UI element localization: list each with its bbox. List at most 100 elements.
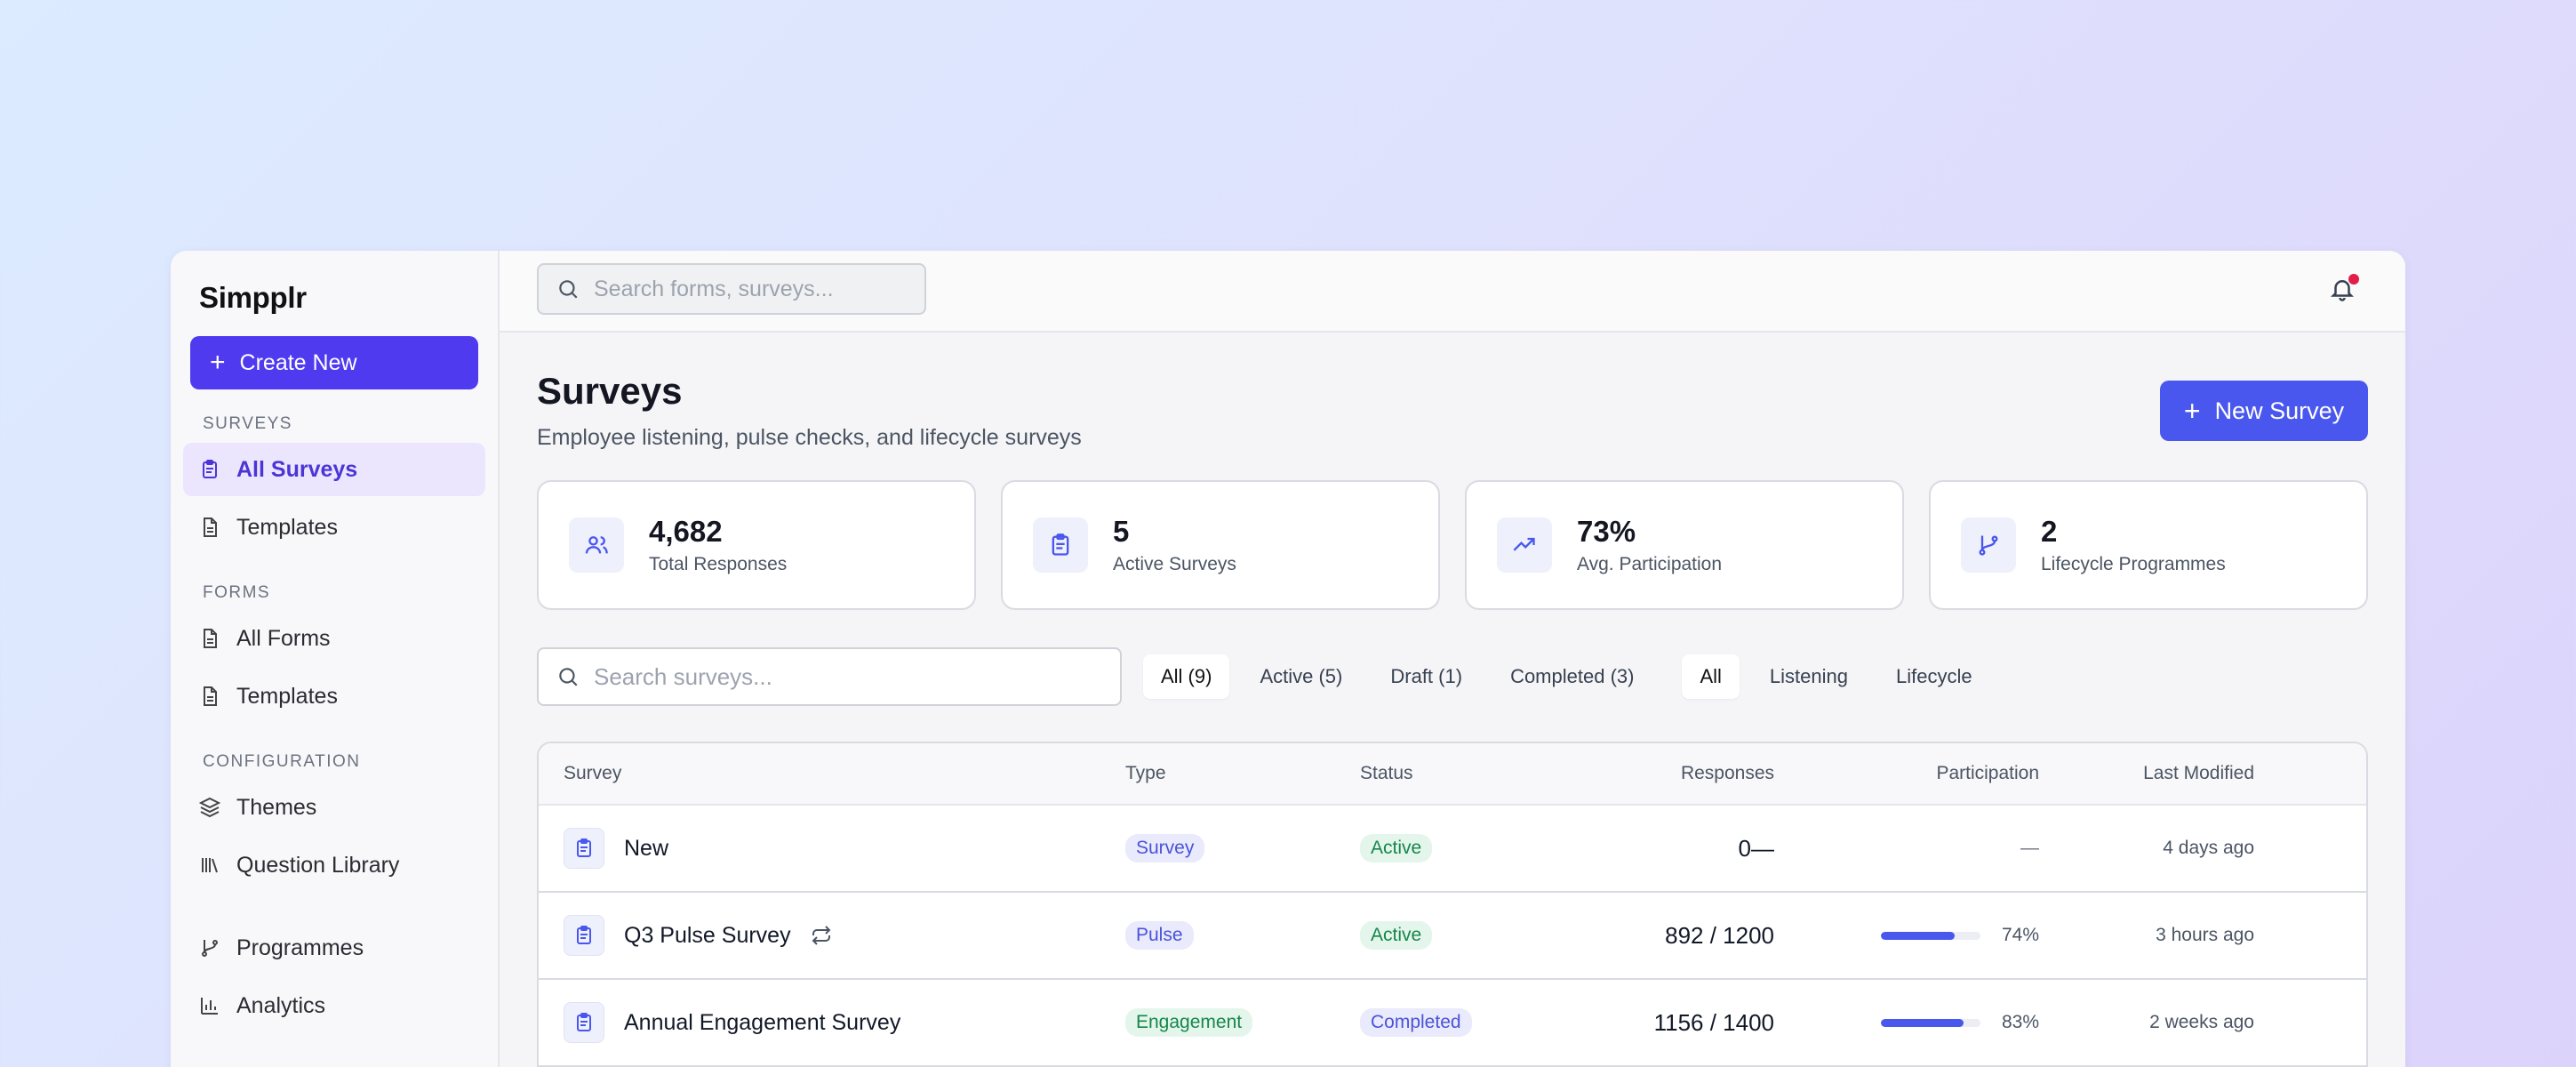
status-badge: Completed	[1360, 1008, 1472, 1037]
stat-label: Avg. Participation	[1577, 554, 1723, 574]
responses-value: 892 / 1200	[1665, 921, 1774, 949]
trending-up-icon	[1497, 517, 1552, 573]
survey-search-input[interactable]: Search surveys...	[537, 647, 1122, 706]
repeat-icon	[812, 926, 831, 945]
responses-value: 1156 / 1400	[1653, 1008, 1774, 1036]
type-badge: Engagement	[1125, 1008, 1253, 1037]
responses-value: 0—	[1738, 834, 1774, 862]
sidebar-item-label: Programmes	[236, 935, 364, 960]
sidebar-item-all-surveys[interactable]: All Surveys	[183, 443, 485, 496]
section-label-forms: FORMS	[203, 583, 271, 602]
brand-logo: Simpplr	[199, 281, 307, 314]
column-header-type[interactable]: Type	[1125, 763, 1166, 783]
document-icon	[204, 629, 217, 648]
global-search-placeholder: Search forms, surveys...	[594, 276, 834, 301]
sidebar: Simpplr + Create New SURVEYS All Surveys…	[171, 251, 500, 1067]
stat-value: 5	[1113, 515, 1130, 548]
page-subtitle: Employee listening, pulse checks, and li…	[537, 425, 1082, 450]
filter-bar: Search surveys... All (9) Active (5) Dra…	[537, 647, 2368, 706]
sidebar-item-label: Analytics	[236, 992, 326, 1018]
sidebar-item-label: Templates	[236, 514, 338, 540]
participation-value: 83%	[2001, 1012, 2039, 1032]
branch-icon	[1961, 517, 2016, 573]
participation-value: —	[2020, 838, 2039, 858]
section-label-surveys: SURVEYS	[203, 414, 292, 433]
last-modified-value: 4 days ago	[2163, 838, 2254, 858]
sidebar-item-question-library[interactable]: Question Library	[183, 838, 485, 892]
participation-bar-fill	[1880, 1018, 1964, 1027]
stat-card-total-responses: 4,682 Total Responses	[537, 480, 976, 610]
survey-name[interactable]: New	[624, 835, 669, 861]
new-survey-button[interactable]: + New Survey	[2160, 381, 2368, 441]
sidebar-item-label: All Surveys	[236, 456, 358, 482]
stats-row: 4,682 Total Responses 5 Active Surveys	[537, 480, 2368, 610]
sidebar-item-label: Themes	[236, 794, 317, 820]
clipboard-icon	[203, 460, 217, 478]
notification-dot	[2348, 274, 2359, 285]
library-icon	[202, 858, 218, 873]
participation-value: 74%	[2001, 925, 2039, 945]
participation-bar-fill	[1880, 931, 1955, 940]
table-row[interactable]: Annual Engagement Survey Engagement Comp…	[539, 980, 2366, 1067]
sidebar-item-analytics[interactable]: Analytics	[183, 979, 485, 1032]
tab-active[interactable]: Active (5)	[1260, 665, 1343, 687]
participation-bar	[1880, 1018, 1980, 1027]
column-header-status[interactable]: Status	[1360, 763, 1413, 783]
tab-all[interactable]: All (9)	[1143, 654, 1230, 699]
column-header-survey[interactable]: Survey	[564, 763, 622, 783]
stat-label: Total Responses	[649, 554, 788, 574]
table-row[interactable]: Q3 Pulse Survey Pulse Active 892 / 1200 …	[539, 893, 2366, 980]
section-label-configuration: CONFIGURATION	[203, 752, 361, 771]
stat-card-active-surveys: 5 Active Surveys	[1001, 480, 1440, 610]
stat-label: Lifecycle Programmes	[2041, 554, 2226, 574]
survey-name[interactable]: Annual Engagement Survey	[624, 1009, 901, 1035]
sidebar-item-form-templates[interactable]: Templates	[183, 670, 485, 723]
tab-draft[interactable]: Draft (1)	[1390, 665, 1463, 687]
plus-icon: +	[2183, 395, 2201, 427]
survey-name[interactable]: Q3 Pulse Survey	[624, 922, 791, 948]
clipboard-icon	[1033, 517, 1088, 573]
sidebar-item-programmes[interactable]: Programmes	[183, 921, 485, 975]
document-icon	[204, 686, 217, 706]
branch-icon	[202, 940, 218, 957]
create-new-button[interactable]: + Create New	[190, 336, 478, 389]
last-modified-value: 3 hours ago	[2156, 925, 2254, 945]
column-header-responses[interactable]: Responses	[1680, 763, 1774, 783]
clipboard-icon	[564, 915, 604, 956]
sidebar-item-all-forms[interactable]: All Forms	[183, 612, 485, 665]
stat-value: 4,682	[649, 515, 723, 548]
search-icon	[559, 280, 578, 299]
last-modified-value: 2 weeks ago	[2149, 1012, 2254, 1032]
global-search-input[interactable]: Search forms, surveys...	[537, 263, 926, 315]
surveys-page: Surveys Employee listening, pulse checks…	[500, 333, 2405, 1067]
bell-icon[interactable]	[2329, 276, 2356, 302]
app-window: Simpplr + Create New SURVEYS All Surveys…	[171, 251, 2405, 1067]
column-header-participation[interactable]: Participation	[1936, 763, 2039, 783]
stat-label: Active Surveys	[1113, 554, 1236, 574]
status-badge: Active	[1360, 834, 1433, 862]
status-badge: Active	[1360, 921, 1433, 950]
page-title: Surveys	[537, 370, 683, 412]
table-row[interactable]: New Survey Active 0— — 4 days ago	[539, 806, 2366, 893]
create-new-label: Create New	[239, 349, 357, 375]
plus-icon: +	[210, 348, 226, 377]
tab-category-listening[interactable]: Listening	[1769, 665, 1848, 687]
sidebar-item-survey-templates[interactable]: Templates	[183, 501, 485, 554]
tab-category-all[interactable]: All	[1682, 654, 1740, 699]
survey-search-placeholder: Search surveys...	[594, 662, 772, 690]
page-header: Surveys Employee listening, pulse checks…	[537, 333, 2368, 475]
surveys-table: Survey Type Status Responses Participati…	[537, 742, 2368, 1067]
clipboard-icon	[564, 828, 604, 869]
category-filter-tabs: All Listening Lifecycle	[1682, 654, 1989, 699]
stat-card-avg-participation: 73% Avg. Participation	[1465, 480, 1904, 610]
status-filter-tabs: All (9) Active (5) Draft (1) Completed (…	[1143, 654, 1652, 699]
document-icon	[204, 517, 217, 537]
users-icon	[569, 517, 624, 573]
sidebar-item-label: Question Library	[236, 852, 400, 878]
stat-value: 2	[2041, 515, 2058, 548]
sidebar-item-themes[interactable]: Themes	[183, 781, 485, 834]
tab-completed[interactable]: Completed (3)	[1510, 665, 1635, 687]
column-header-last-modified[interactable]: Last Modified	[2143, 763, 2254, 783]
stat-value: 73%	[1577, 515, 1636, 548]
tab-category-lifecycle[interactable]: Lifecycle	[1895, 665, 1972, 687]
